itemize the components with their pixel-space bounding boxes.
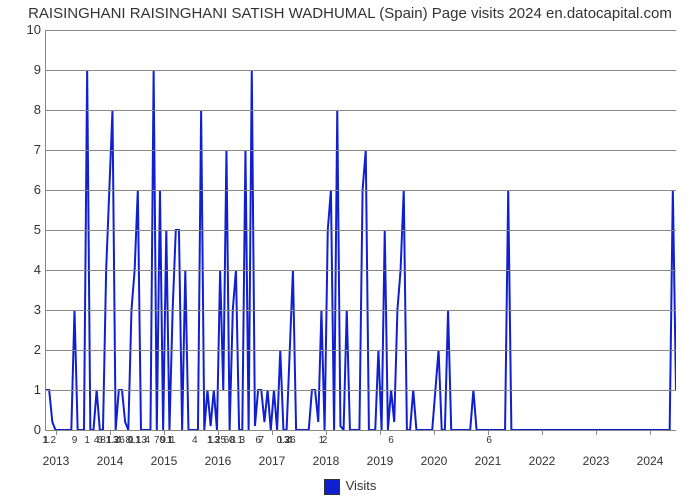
y-gridline bbox=[46, 350, 676, 351]
x-value-label: 7 bbox=[258, 435, 264, 446]
y-gridline bbox=[46, 110, 676, 111]
y-tick: 2 bbox=[16, 342, 41, 357]
x-tickline bbox=[380, 430, 381, 435]
plot-area: 0123456789102013201420152016201720182019… bbox=[45, 30, 676, 431]
legend-swatch bbox=[324, 479, 340, 495]
x-tickline bbox=[272, 430, 273, 435]
x-year-label: 2022 bbox=[529, 454, 556, 468]
y-gridline bbox=[46, 30, 676, 31]
x-tickline bbox=[434, 430, 435, 435]
y-gridline bbox=[46, 310, 676, 311]
x-tickline bbox=[596, 430, 597, 435]
x-value-label: 3 bbox=[240, 435, 246, 446]
y-tick: 9 bbox=[16, 62, 41, 77]
x-value-label: 6 bbox=[388, 435, 394, 446]
x-year-label: 2018 bbox=[313, 454, 340, 468]
x-value-label: 6 bbox=[486, 435, 492, 446]
y-gridline bbox=[46, 70, 676, 71]
x-value-label: 9 bbox=[72, 435, 78, 446]
x-year-label: 2023 bbox=[583, 454, 610, 468]
x-year-label: 2014 bbox=[97, 454, 124, 468]
x-value-label: 4 bbox=[145, 435, 151, 446]
x-value-label: 1 bbox=[135, 435, 141, 446]
x-year-label: 2020 bbox=[421, 454, 448, 468]
y-gridline bbox=[46, 430, 676, 431]
y-tick: 10 bbox=[16, 22, 41, 37]
x-year-label: 2016 bbox=[205, 454, 232, 468]
x-year-label: 2015 bbox=[151, 454, 178, 468]
x-year-label: 2024 bbox=[637, 454, 664, 468]
x-value-label: 1.2 bbox=[42, 435, 56, 446]
x-value-label: 6 bbox=[119, 435, 125, 446]
y-gridline bbox=[46, 230, 676, 231]
y-tick: 7 bbox=[16, 142, 41, 157]
legend-label: Visits bbox=[346, 478, 377, 493]
y-tick: 1 bbox=[16, 382, 41, 397]
y-tick: 6 bbox=[16, 182, 41, 197]
x-value-label: 3 bbox=[214, 435, 220, 446]
x-year-label: 2013 bbox=[43, 454, 70, 468]
x-year-label: 2021 bbox=[475, 454, 502, 468]
chart-title: RAISINGHANI RAISINGHANI SATISH WADHUMAL … bbox=[0, 5, 700, 22]
y-tick: 8 bbox=[16, 102, 41, 117]
x-value-label: 1 bbox=[84, 435, 90, 446]
y-tick: 0 bbox=[16, 422, 41, 437]
y-gridline bbox=[46, 390, 676, 391]
x-tickline bbox=[542, 430, 543, 435]
x-tickline bbox=[650, 430, 651, 435]
y-gridline bbox=[46, 150, 676, 151]
y-tick: 4 bbox=[16, 262, 41, 277]
x-value-label: 2 bbox=[322, 435, 328, 446]
x-year-label: 2019 bbox=[367, 454, 394, 468]
x-year-label: 2017 bbox=[259, 454, 286, 468]
x-value-label: 1 bbox=[170, 435, 176, 446]
y-gridline bbox=[46, 190, 676, 191]
x-value-label: 4 bbox=[192, 435, 198, 446]
x-value-label: 6 bbox=[290, 435, 296, 446]
y-tick: 5 bbox=[16, 222, 41, 237]
y-tick: 3 bbox=[16, 302, 41, 317]
legend: Visits bbox=[0, 478, 700, 495]
y-gridline bbox=[46, 270, 676, 271]
